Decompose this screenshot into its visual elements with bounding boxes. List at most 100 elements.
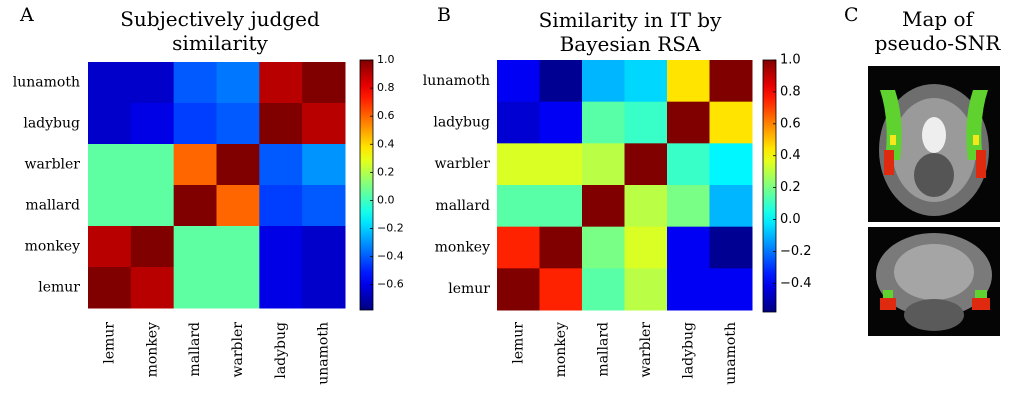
colorbar-tick-label: −0.4 (780, 276, 812, 291)
heatmap-cell (131, 267, 174, 309)
heatmap-cell (582, 185, 625, 227)
row-label: monkey (435, 240, 490, 256)
heatmap-cell (710, 185, 753, 227)
col-label: ladybug (680, 322, 696, 379)
heatmap-cell (302, 226, 345, 268)
heatmap-cell (217, 103, 260, 145)
heatmap-cell (667, 143, 710, 185)
heatmap-cell (302, 144, 345, 186)
panel-letter: C (844, 4, 859, 26)
heatmap-cell (259, 103, 302, 145)
figure: lunamoth ladybug warbler mallard monkey lemur… (0, 0, 1009, 395)
heatmap-cell (217, 62, 260, 104)
chart-title: Similarity in IT by Bayesian RSA (520, 8, 740, 56)
heatmap-cell (174, 267, 217, 309)
colorbar-tick-label: 0.6 (780, 116, 801, 131)
heatmap-cell (88, 144, 131, 186)
heatmap-cell (174, 226, 217, 268)
heatmap-cell (88, 103, 131, 145)
row-label: lunamoth (13, 75, 80, 91)
heatmap-cell (302, 103, 345, 145)
colorbar-tick-label: 0.2 (377, 165, 395, 178)
heatmap-cell (174, 185, 217, 227)
colorbar-tick-label: 0.8 (780, 84, 801, 99)
heatmap-cell (259, 144, 302, 186)
row-label: lunamoth (423, 73, 490, 89)
heatmap-cell (667, 60, 710, 102)
heatmap-cell (131, 226, 174, 268)
heatmap-cell (582, 268, 625, 310)
panel-letter: A (20, 4, 34, 26)
heatmap-cell (302, 185, 345, 227)
heatmap-cell (174, 62, 217, 104)
heatmap-cell (625, 185, 668, 227)
col-label: ladybug (273, 322, 289, 379)
heatmap-cell (497, 185, 540, 227)
heatmap-cell (582, 60, 625, 102)
row-label: ladybug (433, 115, 490, 131)
heatmap-cell (88, 185, 131, 227)
heatmap-cell (131, 185, 174, 227)
row-label: mallard (435, 198, 490, 214)
heatmap-cell (710, 60, 753, 102)
col-label: lemur (101, 322, 117, 364)
heatmap-cell (131, 144, 174, 186)
colorbar-tick-label: −0.4 (377, 250, 404, 263)
heatmap-cell (497, 227, 540, 269)
row-label: warbler (435, 156, 491, 172)
col-label: warbler (638, 322, 654, 378)
heatmap-cell (625, 102, 668, 144)
heatmap-cell (217, 185, 260, 227)
heatmap-cell (217, 267, 260, 309)
heatmap-cell (667, 227, 710, 269)
col-label: mallard (595, 322, 611, 377)
colorbar-tick-label: 1.0 (780, 53, 801, 68)
heatmap-cell (710, 102, 753, 144)
heatmap-cell (540, 143, 583, 185)
heatmap-cell (497, 268, 540, 310)
col-label: monkey (144, 322, 160, 377)
col-label: warbler (230, 322, 246, 378)
heatmap-cell (582, 227, 625, 269)
heatmap-cell (625, 227, 668, 269)
col-label: mallard (187, 322, 203, 377)
heatmap-cell (88, 62, 131, 104)
heatmap-cell (582, 143, 625, 185)
colorbar-tick-label: 0.6 (377, 109, 395, 122)
heatmap-cell (667, 102, 710, 144)
row-label: monkey (25, 239, 80, 255)
heatmap-cell (174, 103, 217, 145)
heatmap-cell (497, 102, 540, 144)
heatmap-cell (302, 267, 345, 309)
heatmap-cell (625, 143, 668, 185)
heatmap-cell (302, 62, 345, 104)
heatmap-cell (710, 227, 753, 269)
colorbar-tick-label: 0.8 (377, 81, 395, 94)
heatmap-cell (540, 227, 583, 269)
heatmap-cell (667, 185, 710, 227)
heatmap-cell (259, 267, 302, 309)
colorbar (360, 60, 373, 310)
heatmap-cell (710, 143, 753, 185)
row-label: warbler (25, 157, 81, 173)
chart-title: Subjectively judged similarity (95, 7, 345, 55)
heatmap-cell (540, 268, 583, 310)
colorbar-tick-label: −0.2 (780, 244, 812, 259)
figure-canvas: lunamoth ladybug warbler mallard monkey lemur… (0, 0, 1009, 395)
heatmap-cell (540, 185, 583, 227)
heatmap-cell (259, 62, 302, 104)
heatmap-cell (88, 267, 131, 309)
colorbar-tick-label: 0.0 (377, 193, 395, 206)
colorbar-tick-label: 0.4 (780, 148, 801, 163)
colorbar-tick-label: 0.4 (377, 137, 395, 150)
heatmap-cell (88, 226, 131, 268)
col-label: unamoth (723, 322, 739, 385)
heatmap-cell (625, 60, 668, 102)
brain-coronal (868, 227, 1000, 336)
col-label: lemur (510, 322, 526, 364)
heatmap-cell (497, 143, 540, 185)
brain-axial (868, 66, 1000, 222)
row-label: lemur (448, 281, 490, 297)
row-label: lemur (38, 280, 80, 296)
heatmap-cell (625, 268, 668, 310)
